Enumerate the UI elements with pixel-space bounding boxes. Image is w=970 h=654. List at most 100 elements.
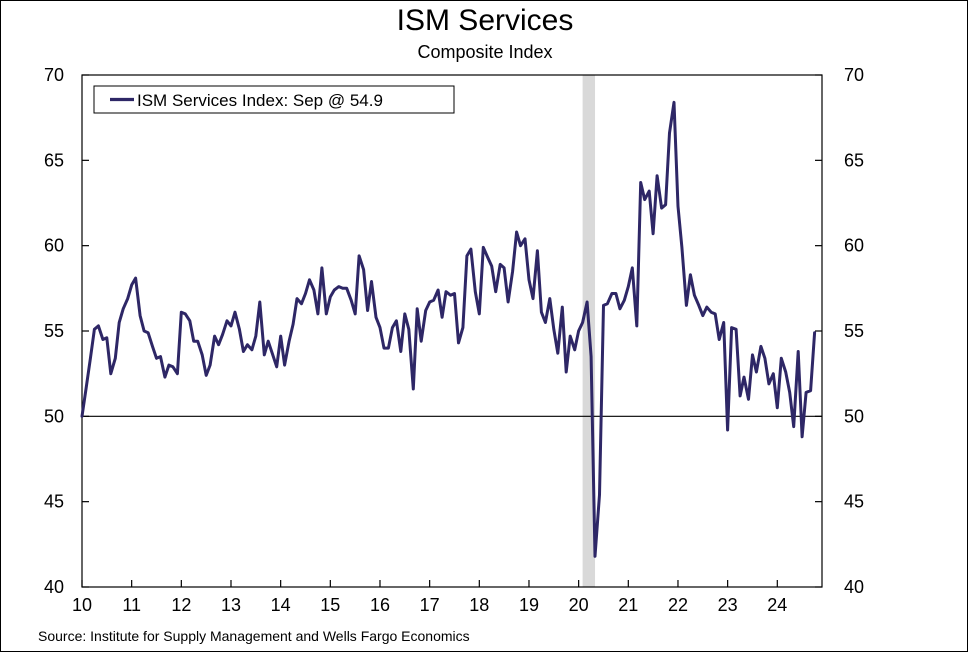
- chart-title: ISM Services: [396, 4, 574, 37]
- data-point: [102, 338, 104, 341]
- data-point: [441, 316, 443, 319]
- data-point: [706, 306, 708, 308]
- data-point: [350, 299, 353, 302]
- x-tick-label: 18: [469, 595, 489, 615]
- x-tick-label: 16: [370, 595, 390, 615]
- data-point: [321, 267, 323, 269]
- data-point: [503, 267, 505, 269]
- data-point: [494, 290, 497, 293]
- x-tick-label: 21: [618, 595, 638, 615]
- y-tick-label-right: 65: [844, 150, 864, 170]
- data-point: [801, 436, 803, 438]
- data-point: [432, 299, 435, 302]
- data-point: [259, 301, 261, 303]
- data-point: [482, 246, 485, 249]
- data-point: [730, 326, 733, 329]
- data-point: [739, 395, 741, 397]
- y-tick-label-left: 50: [44, 406, 64, 426]
- x-tick-label: 11: [122, 595, 141, 615]
- data-point: [581, 321, 584, 324]
- data-point: [205, 374, 207, 377]
- data-point: [404, 313, 406, 315]
- data-point: [457, 342, 460, 344]
- data-point: [383, 347, 385, 349]
- data-point: [172, 366, 174, 368]
- x-tick-label: 23: [718, 595, 738, 615]
- data-point: [304, 292, 307, 295]
- data-point: [329, 296, 332, 298]
- data-point: [487, 256, 489, 259]
- data-point: [784, 371, 787, 373]
- data-point: [689, 273, 692, 276]
- x-tick-label: 14: [271, 595, 291, 615]
- data-point: [255, 335, 257, 337]
- data-point: [89, 357, 92, 360]
- data-point: [358, 255, 360, 257]
- data-point: [797, 350, 799, 353]
- data-point: [221, 333, 224, 336]
- data-point: [747, 398, 750, 401]
- data-point: [375, 316, 377, 319]
- data-point: [159, 355, 162, 358]
- data-point: [176, 372, 179, 375]
- data-point: [664, 203, 667, 206]
- data-point: [209, 364, 211, 366]
- data-point: [677, 205, 679, 208]
- data-point: [710, 311, 712, 314]
- source-note: Source: Institute for Supply Management …: [38, 628, 470, 644]
- data-point: [168, 364, 170, 366]
- data-point: [412, 388, 415, 390]
- x-tick-label: 13: [221, 595, 241, 615]
- data-point: [511, 270, 514, 273]
- data-point: [760, 345, 762, 348]
- data-point: [139, 314, 141, 317]
- y-tick-label-right: 40: [844, 577, 864, 597]
- data-point: [155, 357, 158, 360]
- data-point: [764, 357, 766, 360]
- data-point: [449, 294, 452, 297]
- data-point: [660, 207, 663, 209]
- data-point: [424, 309, 427, 312]
- data-point: [246, 343, 249, 346]
- x-tick-label: 12: [171, 595, 191, 615]
- legend-box: [93, 85, 455, 114]
- data-point: [462, 326, 464, 329]
- data-point: [702, 314, 704, 317]
- data-point: [230, 325, 232, 327]
- data-point: [164, 376, 166, 378]
- data-point: [524, 238, 526, 240]
- y-tick-label-left: 70: [44, 65, 64, 85]
- data-point: [507, 301, 509, 303]
- data-point: [134, 277, 137, 279]
- data-point: [490, 265, 493, 267]
- data-point: [354, 313, 357, 315]
- data-point: [643, 198, 646, 201]
- data-point: [598, 494, 601, 496]
- y-tick-label-left: 55: [44, 321, 64, 341]
- data-point: [400, 350, 402, 353]
- data-point: [772, 372, 775, 375]
- data-point: [557, 352, 559, 355]
- data-point: [668, 132, 671, 134]
- data-point: [391, 326, 394, 329]
- data-point: [478, 313, 481, 315]
- data-point: [652, 232, 654, 235]
- data-point: [714, 313, 716, 315]
- data-point: [532, 297, 534, 300]
- chart-subtitle: Composite Index: [417, 42, 553, 62]
- data-point: [292, 323, 294, 326]
- data-point: [201, 354, 203, 356]
- data-point: [242, 350, 245, 353]
- data-point: [288, 340, 290, 343]
- x-tick-label: 20: [569, 595, 589, 615]
- data-point: [540, 311, 543, 314]
- data-point: [234, 311, 236, 314]
- data-point: [549, 297, 551, 300]
- data-point: [122, 308, 124, 310]
- data-point: [519, 244, 522, 247]
- data-point: [370, 280, 373, 283]
- data-point: [528, 279, 530, 281]
- data-point: [366, 309, 369, 312]
- data-point: [97, 325, 100, 327]
